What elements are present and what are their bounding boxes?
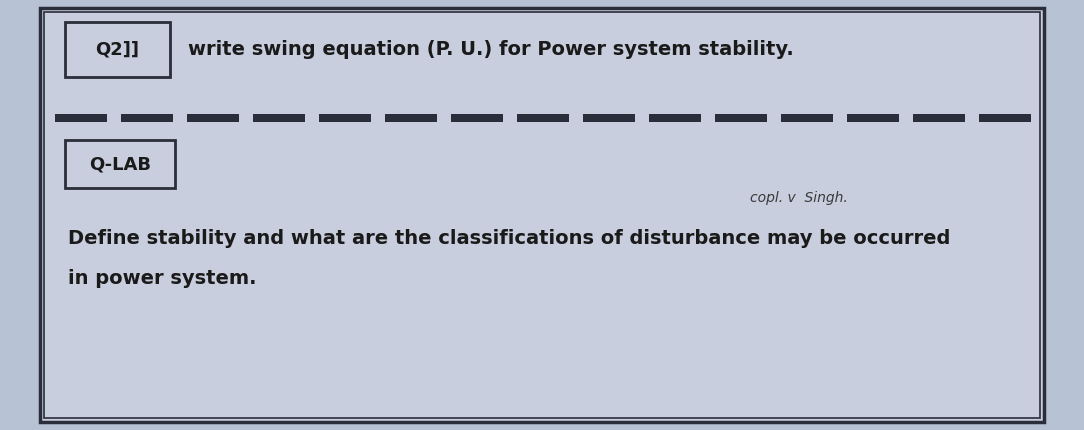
Bar [583, 114, 635, 122]
Text: Define stability and what are the classifications of disturbance may be occurred: Define stability and what are the classi… [68, 228, 951, 248]
Bar [847, 114, 899, 122]
Bar [385, 114, 437, 122]
Bar [649, 114, 701, 122]
Bar [715, 114, 767, 122]
Bar [253, 114, 305, 122]
Text: Q2]]: Q2]] [95, 40, 140, 58]
Text: copl. v  Singh.: copl. v Singh. [750, 191, 848, 205]
Bar [121, 114, 173, 122]
Bar [65, 22, 170, 77]
Bar [65, 140, 175, 188]
Bar [188, 114, 238, 122]
Bar [979, 114, 1031, 122]
Bar [319, 114, 371, 122]
Bar [913, 114, 965, 122]
Bar [451, 114, 503, 122]
Bar [780, 114, 833, 122]
Text: write swing equation (P. U.) for Power system stability.: write swing equation (P. U.) for Power s… [188, 40, 793, 59]
Bar [517, 114, 569, 122]
Text: Q-LAB: Q-LAB [89, 155, 151, 173]
Text: in power system.: in power system. [68, 268, 257, 288]
Bar [55, 114, 107, 122]
